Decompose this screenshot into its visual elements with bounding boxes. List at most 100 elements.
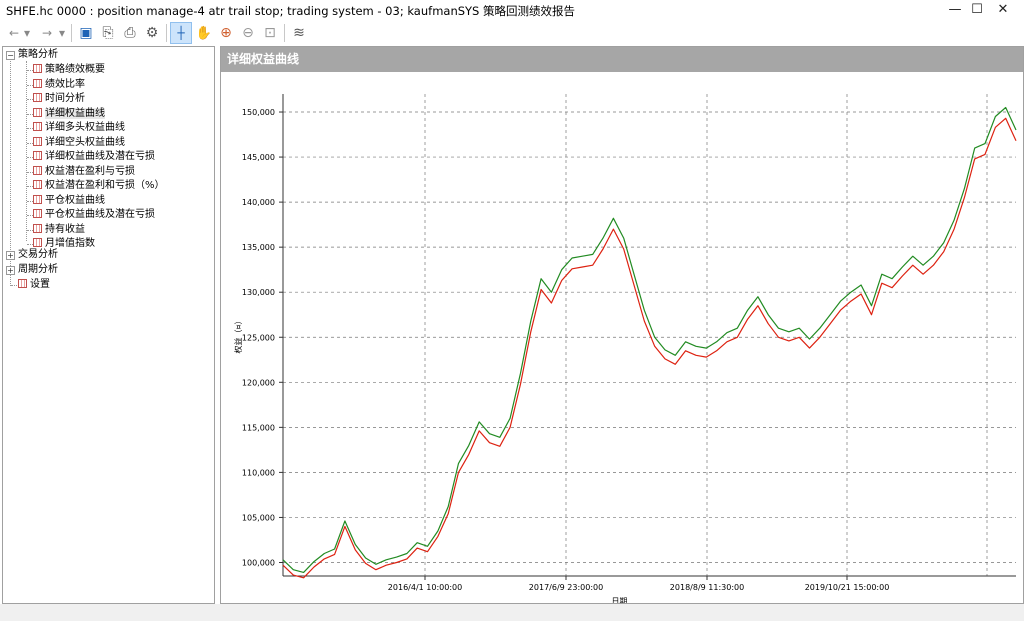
export-icon[interactable]: ⎘ [102, 25, 114, 41]
report-icon [33, 180, 42, 189]
x-tick-label: 2018/8/9 11:30:00 [670, 583, 744, 592]
pan-hand-icon[interactable]: ✋ [195, 25, 213, 41]
collapse-icon[interactable]: − [6, 51, 15, 60]
tree-item[interactable]: 权益潜在盈利与亏损 [33, 165, 135, 179]
y-tick-label: 125,000 [242, 333, 275, 342]
y-tick-label: 110,000 [242, 468, 275, 477]
tree-item-label: 权益潜在盈利和亏损（%） [45, 180, 165, 191]
tree-item-label: 详细权益曲线及潜在亏损 [45, 151, 155, 162]
y-axis-label: 权益（¤） [233, 316, 243, 353]
zoom-in-icon[interactable]: ⊕ [220, 25, 232, 41]
tree-item-label: 权益潜在盈利与亏损 [45, 165, 135, 177]
settings-icon[interactable]: ⚙ [145, 25, 159, 41]
tree-guide-line [27, 113, 33, 115]
tree-guide-line [27, 70, 33, 71]
tree-guide-line [11, 285, 17, 286]
tree-item-label: 详细多头权益曲线 [45, 122, 125, 133]
report-icon [33, 165, 42, 175]
tree-node-settings[interactable]: 设置 [18, 278, 50, 292]
close-button[interactable]: ✕ [997, 2, 1009, 17]
y-tick-label: 140,000 [242, 198, 275, 207]
minimize-button[interactable]: — [948, 2, 962, 17]
tree-item-label: 月增值指数 [45, 238, 95, 249]
y-tick-label: 145,000 [242, 153, 275, 162]
report-icon [33, 136, 42, 146]
forward-icon[interactable]: → [41, 26, 53, 40]
report-icon [33, 209, 42, 218]
tree-guide-line [27, 229, 33, 231]
tree-guide-line [26, 61, 27, 241]
tree-item[interactable]: 时间分析 [33, 92, 85, 106]
series-line-1 [282, 117, 1017, 579]
tree-guide-line [27, 142, 33, 144]
tree-item[interactable]: 月增值指数 [33, 237, 95, 251]
equity-chart[interactable]: 100,000 105,000 110,000 115,000 120,000 125,0… [221, 72, 1023, 603]
tree-item[interactable]: 详细多头权益曲线 [33, 121, 125, 135]
tree-node-strategy-analysis[interactable]: 策略分析 [18, 48, 58, 62]
fit-icon[interactable]: ⊡ [264, 25, 276, 41]
chart-style-icon[interactable]: ≋ [293, 25, 305, 41]
toolbar-separator [284, 24, 285, 42]
tree-item[interactable]: 绩效比率 [33, 78, 85, 92]
tree-item-label: 平仓权益曲线及潜在亏损 [45, 209, 155, 220]
tree-guide-line [27, 244, 33, 245]
tree-node-label: 交易分析 [18, 249, 58, 260]
expand-icon[interactable]: + [6, 251, 15, 260]
tree-item-label: 平仓权益曲线 [45, 194, 105, 206]
zoom-out-icon[interactable]: ⊖ [242, 25, 254, 41]
report-icon [33, 238, 42, 247]
tree-guide-line [27, 171, 33, 173]
tree-item-label: 详细空头权益曲线 [45, 136, 125, 148]
tree-item[interactable]: 详细权益曲线 [33, 107, 105, 121]
tree-item-label: 时间分析 [45, 93, 85, 104]
print-icon[interactable]: ⎙ [124, 25, 136, 41]
tree-guide-line [10, 59, 11, 286]
save-icon[interactable]: ▣ [79, 25, 93, 41]
tree-item[interactable]: 持有收益 [33, 223, 85, 237]
y-tick-label: 150,000 [242, 108, 275, 117]
panel-header: 详细权益曲线 [221, 47, 1023, 72]
report-icon [33, 194, 42, 204]
tree-guide-line [27, 84, 33, 86]
navigation-tree: − 策略分析 策略绩效概要 绩效比率时间分析详细权益曲线 详细多头权益曲线 详细空头权… [2, 46, 215, 604]
tree-node-label: 策略分析 [18, 49, 58, 60]
tree-guide-line [27, 99, 33, 100]
x-tick-label: 2017/6/9 23:00:00 [529, 583, 603, 592]
report-icon [33, 151, 42, 160]
tree-item[interactable]: 详细空头权益曲线 [33, 136, 125, 150]
tree-guide-line [27, 186, 33, 187]
x-tick-label: 2016/4/1 10:00:00 [388, 583, 462, 592]
tree-item[interactable]: 平仓权益曲线及潜在亏损 [33, 208, 155, 222]
tree-node-period-analysis[interactable]: 周期分析 [18, 263, 58, 277]
tree-item[interactable]: 权益潜在盈利和亏损（%） [33, 179, 165, 193]
window-title: SHFE.hc 0000 : position manage-4 atr tra… [6, 4, 576, 18]
report-panel: 详细权益曲线 100,000 105,000 110,000 115,000 120,0… [220, 46, 1024, 604]
tree-item-label: 策略绩效概要 [45, 64, 105, 75]
report-icon [33, 64, 42, 73]
tree-node-label: 周期分析 [18, 264, 58, 275]
maximize-button[interactable]: ☐ [971, 2, 983, 17]
tree-item[interactable]: 详细权益曲线及潜在亏损 [33, 150, 155, 164]
back-dropdown-icon[interactable]: ▾ [23, 26, 31, 40]
back-icon[interactable]: ← [8, 26, 20, 40]
tree-item-label: 绩效比率 [45, 78, 85, 90]
y-tick-label: 120,000 [242, 378, 275, 387]
toolbar-separator [166, 24, 167, 42]
toolbar: ← ▾ → ▾ ▣ ⎘ ⎙ ⚙ ┼ ✋ ⊕ ⊖ ⊡ ≋ [0, 21, 1024, 45]
crosshair-icon[interactable]: ┼ [170, 22, 192, 44]
tree-item-label: 持有收益 [45, 223, 85, 235]
expand-icon[interactable]: + [6, 266, 15, 275]
report-icon [33, 93, 42, 102]
tree-guide-line [27, 200, 33, 202]
report-icon [18, 279, 27, 288]
report-icon [33, 78, 42, 88]
x-axis-label: 日期 [612, 597, 628, 603]
tree-item[interactable]: 平仓权益曲线 [33, 194, 105, 208]
tree-guide-line [27, 215, 33, 216]
tree-node-label: 设置 [30, 279, 50, 290]
forward-dropdown-icon[interactable]: ▾ [58, 26, 66, 40]
x-tick-label: 2019/10/21 15:00:00 [805, 583, 890, 592]
tree-node-trade-analysis[interactable]: 交易分析 [18, 248, 58, 262]
toolbar-separator [71, 24, 72, 42]
tree-item[interactable]: 策略绩效概要 [33, 63, 105, 77]
